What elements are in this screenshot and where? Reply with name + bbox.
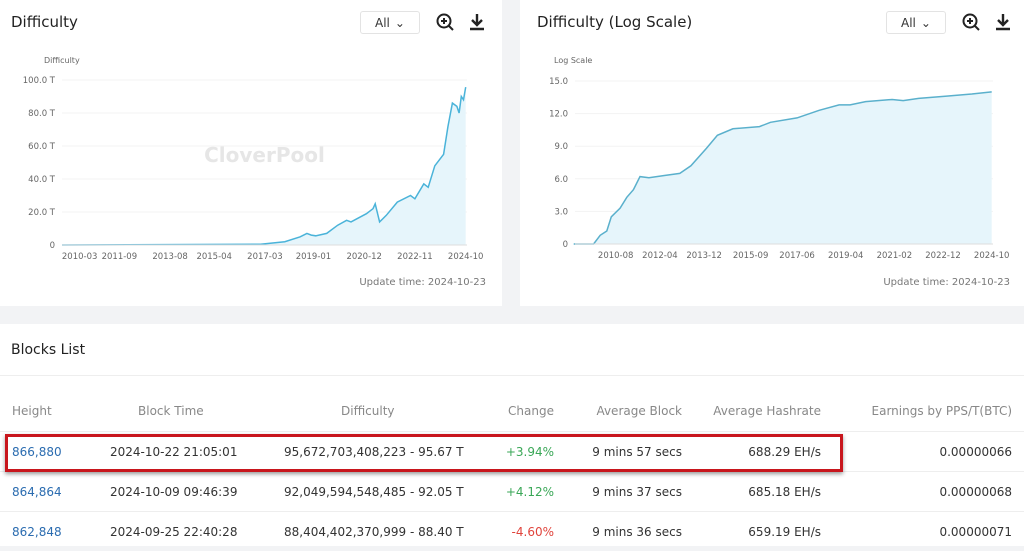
x-tick-label: 2017-06 [779,251,815,261]
x-tick-label: 2022-11 [397,252,433,262]
y-tick-label: 12.0 [549,110,568,120]
difficulty-value: 95,672,703,408,223 - 95.67 T [284,445,464,459]
difficulty-log-chart: Log Scale03.06.09.012.015.0CloverPool201… [549,56,1010,261]
x-tick-label: 2021-02 [877,251,913,261]
zoom-in-icon[interactable] [435,12,455,32]
y-tick-label: 100.0 T [23,76,56,86]
difficulty-card: Difficulty All ⌄ Difficulty 0 20.0 T 40.0 T 6… [0,0,502,306]
y-tick-label: 9.0 [554,142,568,152]
series-line [61,86,467,246]
x-tick-label: 2020-12 [346,252,382,262]
area-fill [62,87,466,245]
earnings: 0.00000071 [939,525,1012,539]
table-row: 862,848 2024-09-25 22:40:28 88,404,402,3… [0,511,1024,551]
y-tick-label: 20.0 T [28,208,56,218]
x-tick-label: 2015-04 [196,252,232,262]
change-value: +3.94% [505,445,554,459]
highlight-box [5,434,843,472]
range-value: All [901,15,916,30]
y-tick-label: 40.0 T [28,175,56,185]
average-hashrate: 688.29 EH/s [748,445,821,459]
range-value: All [375,15,390,30]
y-axis-label: Difficulty [44,56,80,65]
chart-title: Difficulty (Log Scale) [537,13,693,31]
chevron-down-icon: ⌄ [920,15,931,30]
download-icon[interactable] [467,12,487,32]
x-tick-label: 2013-08 [152,252,188,262]
earnings: 0.00000068 [939,485,1012,499]
average-block: 9 mins 36 secs [592,525,682,539]
range-select[interactable]: All ⌄ [886,11,946,34]
x-tick-label: 2024-10 [974,251,1010,261]
x-tick-label: 2019-01 [296,252,332,262]
col-average-block: Average Block [596,404,682,418]
difficulty-value: 88,404,402,370,999 - 88.40 T [284,525,464,539]
y-axis-label: Log Scale [554,56,592,65]
x-tick-label: 2011-09 [102,252,138,262]
height-link[interactable]: 866,880 [12,445,62,459]
x-tick-label: 2010-08 [598,251,634,261]
y-tick-label: 15.0 [549,77,568,87]
difficulty-value: 92,049,594,548,485 - 92.05 T [284,485,464,499]
x-tick-label: 2022-12 [925,251,961,261]
zoom-in-icon[interactable] [961,12,981,32]
x-tick-label: 2019-04 [828,251,864,261]
watermark: CloverPool [204,143,325,167]
y-tick-label: 0 [563,240,568,250]
height-link[interactable]: 864,864 [12,485,62,499]
block-time: 2024-10-09 09:46:39 [110,485,238,499]
col-height: Height [12,404,52,418]
range-select[interactable]: All ⌄ [360,11,420,34]
x-tick-label: 2024-10 [448,252,484,262]
block-time: 2024-09-25 22:40:28 [110,525,238,539]
col-difficulty: Difficulty [341,404,395,418]
chevron-down-icon: ⌄ [394,15,405,30]
x-tick-label: 2010-03 [62,252,98,262]
area-fill [573,91,992,245]
average-hashrate: 659.19 EH/s [748,525,821,539]
y-tick-label: 3.0 [554,207,568,217]
col-change: Change [508,404,554,418]
blocks-list-title: Blocks List [11,342,86,358]
update-time: Update time: 2024-10-23 [359,277,486,288]
average-block: 9 mins 37 secs [592,485,682,499]
difficulty-log-card: Difficulty (Log Scale) All ⌄ Log Scale 0 3.… [520,0,1024,306]
chart-title: Difficulty [11,13,78,31]
series-line [573,91,992,245]
change-value: -4.60% [511,525,554,539]
height-link[interactable]: 862,848 [12,525,62,539]
change-value: +4.12% [505,485,554,499]
earnings: 0.00000066 [939,445,1012,459]
table-row: 866,880 2024-10-22 21:05:01 95,672,703,4… [0,431,1024,471]
col-block-time: Block Time [138,404,204,418]
average-block: 9 mins 57 secs [592,445,682,459]
y-tick-label: 60.0 T [28,142,56,152]
col-earnings: Earnings by PPS/T(BTC) [871,404,1012,418]
download-icon[interactable] [993,12,1013,32]
update-time: Update time: 2024-10-23 [883,277,1010,288]
difficulty-chart: Difficulty 0 20.0 T 40.0 T 60.0 T 80.0 T 100.0… [23,56,484,262]
average-hashrate: 685.18 EH/s [748,485,821,499]
y-tick-label: 0 [50,241,55,251]
x-tick-label: 2015-09 [733,251,769,261]
y-tick-label: 6.0 [554,175,568,185]
x-tick-label: 2012-04 [642,251,678,261]
table-row: 864,864 2024-10-09 09:46:39 92,049,594,5… [0,471,1024,511]
x-tick-label: 2017-03 [247,252,283,262]
y-tick-label: 80.0 T [28,109,56,119]
block-time: 2024-10-22 21:05:01 [110,445,238,459]
col-average-hashrate: Average Hashrate [713,404,821,418]
x-tick-label: 2013-12 [686,251,722,261]
